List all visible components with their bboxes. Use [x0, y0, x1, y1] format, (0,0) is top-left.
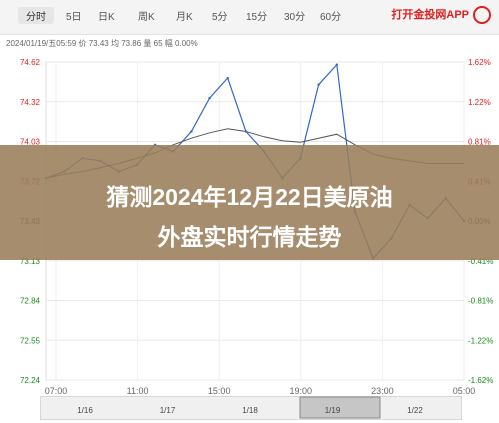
headline-banner — [0, 145, 499, 260]
y-percent-tick-label: -0.41% — [468, 257, 493, 266]
chart-period-tabs: 分时 5日 日K 周K 月K 5分 15分 30分 60分 打开金投网APP — [0, 0, 499, 35]
x-tick-label: 05:00 — [453, 386, 476, 396]
x-tick-label: 07:00 — [45, 386, 68, 396]
open-app-button[interactable]: 打开金投网APP — [391, 6, 491, 25]
x-tick-label: 19:00 — [290, 386, 313, 396]
navigator-date-label: 1/18 — [242, 406, 258, 415]
time-navigator-overlay: 1/16 1/17 1/18 1/19 1/22 — [77, 396, 423, 419]
quote-info-bar: 2024/01/19/五05:59 价 73.43 均 73.86 量 65 幅… — [6, 39, 198, 48]
navigator-date-label: 1/22 — [407, 406, 423, 415]
y-tick-label: 72.24 — [20, 376, 41, 385]
y-percent-tick-label: 0.81% — [468, 138, 491, 147]
y-tick-label: 74.32 — [20, 98, 41, 107]
tab-5-day[interactable]: 5日 — [66, 12, 82, 23]
tab-15-min[interactable]: 15分 — [246, 12, 268, 23]
y-tick-label: 72.84 — [20, 297, 41, 306]
x-tick-label: 23:00 — [371, 386, 394, 396]
tab-intraday[interactable]: 分时 — [18, 7, 54, 24]
gold-app-logo-icon — [473, 6, 491, 25]
y-percent-tick-label: -1.62% — [468, 376, 493, 385]
y-tick-label: 72.55 — [20, 336, 41, 345]
price-point — [226, 76, 229, 80]
navigator-date-label: 1/17 — [160, 406, 176, 415]
y-percent-tick-label: 1.22% — [468, 98, 491, 107]
tab-monthly-k[interactable]: 月K — [176, 12, 193, 23]
navigator-date-label: 1/19 — [325, 406, 341, 415]
navigator-selected-window[interactable] — [299, 396, 381, 419]
headline-line-2: 外盘实时行情走势 — [157, 224, 342, 250]
tab-daily-k[interactable]: 日K — [98, 12, 115, 23]
tab-weekly-k[interactable]: 周K — [138, 12, 155, 23]
y-tick-label: 73.13 — [20, 257, 41, 266]
y-percent-tick-label: -1.22% — [468, 336, 493, 345]
y-percent-tick-label: -0.81% — [468, 297, 493, 306]
navigator-date-label: 1/16 — [77, 406, 93, 415]
x-tick-label: 11:00 — [127, 386, 149, 396]
time-navigator[interactable] — [40, 396, 462, 420]
price-point — [190, 130, 193, 133]
y-percent-tick-label: 1.62% — [468, 58, 491, 67]
tab-5-min[interactable]: 5分 — [212, 12, 228, 23]
tab-60-min[interactable]: 60分 — [320, 12, 342, 23]
y-tick-label: 74.62 — [20, 58, 41, 67]
x-tick-label: 15:00 — [208, 386, 231, 396]
price-point — [317, 83, 320, 86]
y-tick-label: 74.03 — [20, 138, 41, 147]
open-app-label: 打开金投网APP — [391, 9, 469, 21]
headline-line-1: 猜测2024年12月22日美原油 — [106, 184, 393, 210]
price-point — [208, 96, 211, 100]
price-point — [335, 63, 338, 66]
price-point — [244, 130, 248, 133]
tab-30-min[interactable]: 30分 — [284, 12, 306, 23]
